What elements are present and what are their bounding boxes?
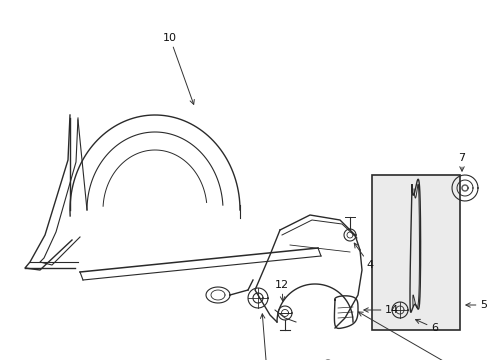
Text: 4: 4 — [353, 243, 373, 270]
Text: 2: 2 — [260, 314, 281, 360]
Text: 9: 9 — [0, 359, 1, 360]
Text: 8: 8 — [0, 359, 1, 360]
Text: 1: 1 — [358, 312, 488, 360]
Text: 6: 6 — [415, 319, 437, 333]
Text: 5: 5 — [465, 300, 486, 310]
Text: 3: 3 — [0, 359, 1, 360]
Text: 10: 10 — [163, 33, 194, 104]
Bar — [371, 175, 459, 330]
Text: 14: 14 — [363, 305, 398, 315]
Text: 7: 7 — [458, 153, 465, 171]
Text: 13: 13 — [0, 359, 1, 360]
Text: 12: 12 — [274, 280, 288, 301]
Text: 11: 11 — [0, 359, 1, 360]
